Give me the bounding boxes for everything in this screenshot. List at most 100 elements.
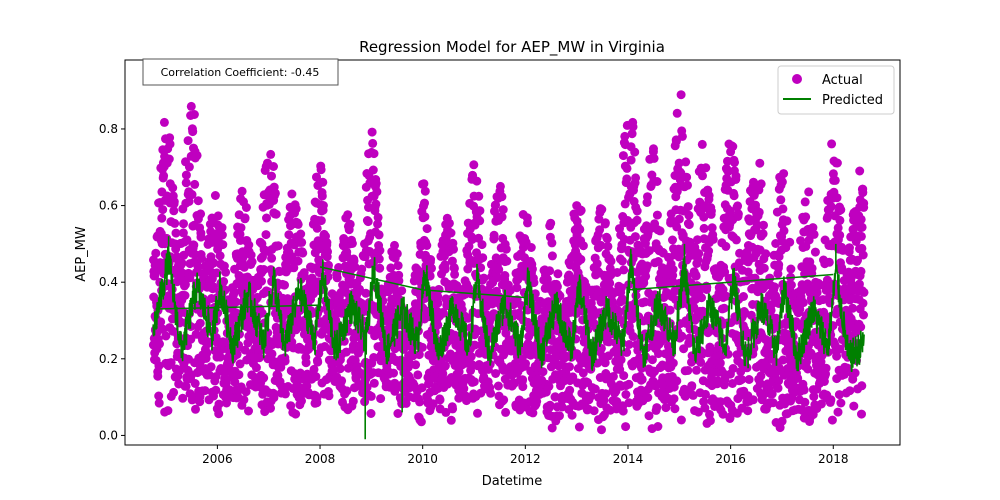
- actual-point: [619, 371, 629, 381]
- actual-point: [547, 423, 557, 433]
- actual-point: [649, 153, 659, 163]
- actual-point: [501, 407, 511, 417]
- actual-point: [744, 375, 754, 384]
- actual-point: [739, 292, 748, 301]
- actual-point: [394, 276, 404, 286]
- actual-point: [801, 212, 811, 222]
- actual-point: [355, 284, 364, 294]
- actual-point: [165, 139, 175, 149]
- actual-point: [799, 385, 809, 395]
- actual-point: [197, 253, 207, 263]
- actual-point: [213, 211, 223, 221]
- x-tick-label: 2016: [715, 452, 746, 466]
- actual-point: [237, 186, 247, 196]
- actual-point: [743, 406, 753, 416]
- actual-point: [220, 285, 230, 295]
- actual-point: [729, 191, 739, 201]
- actual-point: [597, 205, 607, 214]
- actual-point: [859, 202, 869, 212]
- actual-point: [448, 404, 458, 414]
- actual-point: [179, 219, 188, 229]
- actual-point: [259, 265, 269, 274]
- actual-point: [374, 254, 384, 264]
- actual-point: [637, 374, 647, 384]
- actual-point: [440, 264, 450, 274]
- actual-point: [435, 395, 445, 405]
- actual-point: [824, 257, 834, 267]
- actual-point: [567, 410, 577, 420]
- actual-point: [244, 240, 254, 250]
- actual-point: [652, 177, 662, 186]
- actual-point: [314, 255, 324, 265]
- actual-point: [202, 348, 212, 358]
- actual-point: [446, 228, 456, 238]
- actual-point: [770, 282, 779, 292]
- actual-point: [472, 176, 482, 186]
- actual-point: [626, 155, 636, 165]
- actual-point: [298, 248, 308, 258]
- actual-point: [185, 273, 195, 283]
- actual-point: [622, 163, 632, 173]
- actual-point: [345, 219, 355, 229]
- actual-point: [602, 234, 612, 244]
- actual-point: [731, 235, 741, 245]
- actual-point: [440, 361, 450, 371]
- actual-point: [856, 322, 866, 332]
- actual-point: [164, 154, 174, 164]
- actual-point: [544, 382, 554, 391]
- actual-point: [692, 365, 701, 375]
- actual-point: [155, 339, 164, 349]
- actual-point: [190, 249, 200, 259]
- annotation-text: Correlation Coefficient: -0.45: [161, 66, 320, 79]
- actual-point: [312, 172, 321, 182]
- actual-point: [296, 229, 306, 239]
- actual-point: [694, 249, 704, 259]
- actual-point: [617, 256, 627, 266]
- actual-point: [619, 265, 629, 275]
- actual-point: [297, 237, 307, 247]
- actual-point: [492, 273, 502, 283]
- actual-point: [441, 407, 451, 417]
- actual-point: [214, 409, 224, 419]
- actual-point: [672, 108, 682, 118]
- actual-point: [479, 273, 489, 283]
- actual-point: [677, 131, 687, 141]
- actual-point: [576, 205, 586, 215]
- actual-point: [697, 293, 706, 303]
- actual-point: [334, 263, 344, 272]
- actual-point: [473, 408, 482, 418]
- actual-point: [165, 133, 175, 143]
- actual-point: [375, 263, 385, 273]
- actual-point: [433, 292, 443, 301]
- actual-point: [280, 356, 290, 366]
- actual-point: [337, 376, 347, 386]
- actual-point: [215, 352, 225, 362]
- legend: Actual Predicted: [777, 65, 895, 115]
- actual-point: [150, 271, 160, 281]
- actual-point: [523, 218, 532, 228]
- actual-point: [316, 216, 326, 226]
- actual-point: [832, 193, 842, 203]
- actual-point: [521, 359, 530, 369]
- actual-point: [624, 379, 634, 389]
- actual-point: [280, 389, 290, 399]
- actual-point: [798, 298, 808, 308]
- actual-point: [618, 406, 628, 416]
- actual-point: [193, 262, 203, 272]
- actual-point: [417, 383, 427, 393]
- actual-point: [208, 282, 218, 292]
- actual-point: [606, 256, 616, 266]
- actual-point: [371, 199, 381, 209]
- actual-point: [257, 308, 267, 318]
- actual-point: [420, 198, 429, 208]
- actual-point: [674, 214, 684, 224]
- actual-point: [172, 252, 182, 262]
- actual-point: [254, 353, 264, 363]
- actual-point: [444, 218, 454, 228]
- actual-point: [420, 212, 430, 222]
- actual-point: [552, 282, 562, 292]
- actual-point: [681, 157, 691, 167]
- actual-point: [575, 224, 585, 234]
- actual-point: [832, 158, 842, 168]
